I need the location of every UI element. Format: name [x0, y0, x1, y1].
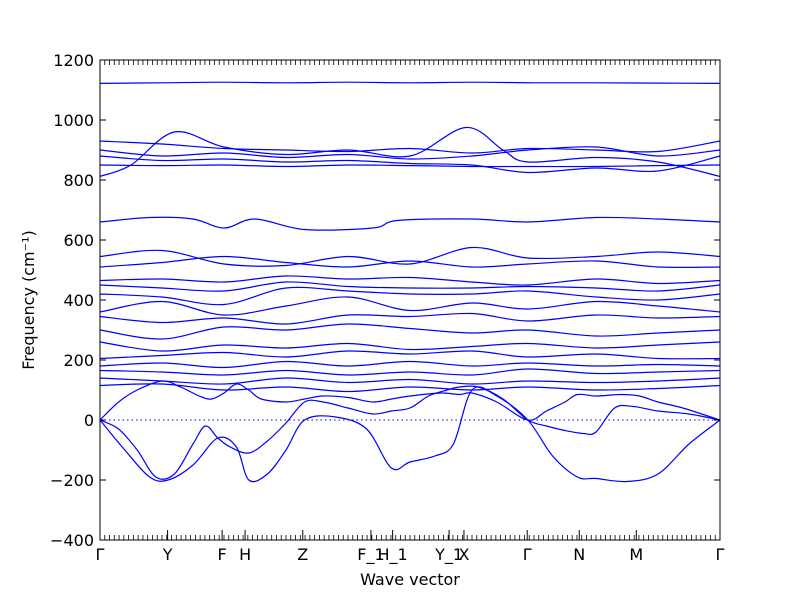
y-tick-label: 1000 — [53, 111, 94, 130]
band-line-17 — [99, 350, 721, 360]
y-tick-label: 400 — [63, 291, 94, 310]
x-axis: Γ Y F H Z F_1H_1 Y_1X Γ N M Γ — [96, 530, 725, 565]
band-line-2 — [99, 126, 721, 177]
x-tick-label: X — [458, 545, 469, 564]
band-line-11 — [99, 281, 721, 292]
y-tick-label: 800 — [63, 171, 94, 190]
band-line-3 — [99, 140, 721, 154]
band-line-9 — [99, 255, 721, 269]
band-line-20 — [99, 377, 721, 385]
plot-frame — [99, 59, 721, 541]
x-tick-label: Γ — [96, 545, 105, 564]
band-line-22 — [99, 380, 721, 421]
x-tick-label: F — [218, 545, 227, 564]
x-tick-label: Y_1 — [434, 545, 463, 565]
band-series-group — [99, 81, 721, 483]
band-line-12 — [99, 286, 721, 306]
x-tick-label: H — [239, 545, 251, 564]
band-line-10 — [99, 275, 721, 286]
band-line-15 — [99, 323, 721, 340]
y-tick-label: 600 — [63, 231, 94, 250]
x-tick-label: Z — [297, 545, 308, 564]
band-line-7 — [99, 216, 721, 231]
band-line-18 — [99, 360, 721, 369]
y-tick-label: −400 — [50, 531, 94, 550]
x-tick-label: Y — [162, 545, 173, 564]
x-minor-ticks — [99, 60, 721, 540]
band-line-5 — [99, 155, 721, 174]
band-line-8 — [99, 246, 721, 267]
x-tick-label: N — [573, 545, 585, 564]
band-line-16 — [99, 341, 721, 352]
x-tick-label: M — [629, 545, 643, 564]
y-tick-label: 0 — [84, 411, 94, 430]
y-tick-label: 1200 — [53, 51, 94, 70]
y-tick-label: −200 — [50, 471, 94, 490]
x-tick-label: F_1 — [357, 545, 384, 565]
band-line-14 — [99, 312, 721, 325]
y-axis-label: Frequency (cm⁻¹) — [19, 230, 38, 369]
x-tick-label: Γ — [716, 545, 725, 564]
band-line-21 — [99, 383, 721, 393]
band-line-24 — [99, 386, 721, 483]
band-line-6 — [99, 164, 721, 168]
band-line-19 — [99, 368, 721, 376]
band-line-1 — [99, 81, 721, 84]
x-tick-label: H_1 — [378, 545, 408, 565]
y-axis: −400 −200 0 200 400 600 800 1000 1200 — [50, 51, 720, 550]
band-line-23 — [99, 385, 721, 480]
x-axis-label: Wave vector — [360, 570, 460, 589]
y-tick-label: 200 — [63, 351, 94, 370]
band-line-13 — [99, 296, 721, 316]
band-line-4 — [99, 146, 721, 160]
x-tick-label: Γ — [523, 545, 532, 564]
